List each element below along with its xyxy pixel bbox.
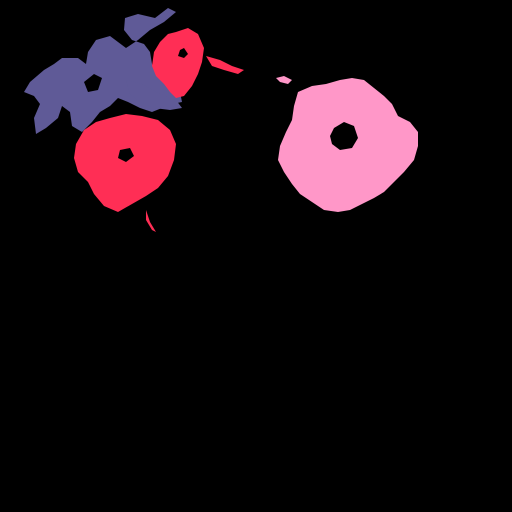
red-rose-upper-leaf (206, 56, 244, 74)
purple-lily-flower (24, 8, 182, 134)
red-rose-lower (74, 114, 176, 232)
red-rose-upper (152, 28, 244, 98)
pink-rose-center (330, 122, 358, 150)
red-rose-lower-stem (146, 210, 156, 232)
red-rose-upper-detail (178, 48, 188, 58)
pink-rose-bud-stem (276, 76, 292, 84)
pink-rose (276, 76, 418, 212)
red-rose-upper-petals (152, 28, 204, 98)
red-rose-lower-detail (118, 148, 134, 162)
red-rose-lower-petals (74, 114, 176, 212)
purple-lily-center-shadow (84, 74, 102, 92)
purple-lily-lower-petal (126, 80, 182, 110)
